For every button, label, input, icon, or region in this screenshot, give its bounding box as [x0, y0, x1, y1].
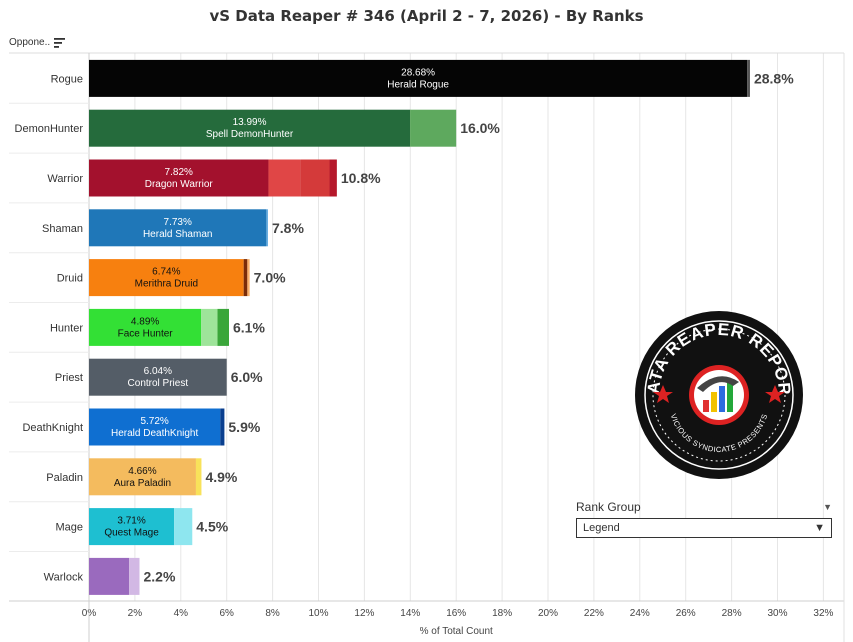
category-label: Paladin [46, 472, 83, 484]
bar-segment [129, 557, 140, 595]
opponent-sort-header[interactable]: Oppone.. [9, 37, 66, 48]
total-value-label: 4.9% [205, 469, 237, 485]
total-value-label: 10.8% [341, 170, 381, 186]
category-label: Warlock [44, 571, 84, 583]
rank-group-menu-icon[interactable]: ▼ [823, 502, 832, 512]
category-label: Mage [55, 522, 83, 534]
bar-segment [89, 308, 202, 346]
segment-archetype-label: Dragon Warrior [145, 179, 214, 190]
category-label: Warrior [47, 173, 83, 185]
bar-segment [410, 109, 457, 147]
bar-segment [89, 358, 227, 396]
bar-segment [89, 557, 130, 595]
segment-archetype-label: Herald Rogue [387, 79, 449, 90]
bar-segment [747, 59, 750, 97]
x-tick-label: 22% [584, 608, 604, 619]
x-tick-label: 24% [630, 608, 650, 619]
x-tick-label: 20% [538, 608, 558, 619]
segment-percent-label: 6.74% [152, 267, 180, 278]
bar-segment [195, 458, 202, 496]
segment-percent-label: 28.68% [401, 67, 435, 78]
bar-segment [89, 508, 175, 546]
segment-archetype-label: Herald DeathKnight [111, 428, 198, 439]
segment-archetype-label: Aura Paladin [114, 478, 171, 489]
bar-segment [89, 209, 267, 247]
segment-percent-label: 6.04% [144, 366, 172, 377]
x-tick-label: 4% [174, 608, 189, 619]
x-axis-title: % of Total Count [420, 626, 493, 637]
bar-segment [300, 159, 330, 197]
segment-percent-label: 3.71% [117, 516, 145, 527]
bar-segment [217, 308, 229, 346]
opponent-header-label: Oppone.. [9, 37, 51, 48]
rank-group-title: Rank Group [576, 500, 641, 514]
x-tick-label: 10% [308, 608, 328, 619]
bar-segment [89, 59, 748, 97]
total-value-label: 7.8% [272, 220, 304, 236]
total-value-label: 7.0% [254, 270, 286, 286]
category-label: Hunter [50, 322, 83, 334]
x-tick-label: 32% [813, 608, 833, 619]
category-label: DemonHunter [15, 123, 84, 135]
rank-group-select[interactable]: Legend ▼ [576, 518, 832, 538]
sort-icon[interactable] [54, 37, 66, 48]
total-value-label: 4.5% [196, 519, 228, 535]
segment-archetype-label: Merithra Druid [135, 279, 198, 290]
x-tick-label: 18% [492, 608, 512, 619]
category-label: DeathKnight [22, 422, 83, 434]
total-value-label: 6.0% [231, 369, 263, 385]
x-tick-label: 28% [722, 608, 742, 619]
segment-percent-label: 7.82% [165, 167, 193, 178]
bar-segment [268, 159, 301, 197]
bar-segment [329, 159, 337, 197]
total-value-label: 5.9% [228, 419, 260, 435]
total-value-label: 16.0% [460, 120, 500, 136]
bar-segment [220, 408, 225, 446]
segment-percent-label: 7.73% [164, 217, 192, 228]
bar-segment [89, 408, 221, 446]
total-value-label: 28.8% [754, 70, 794, 86]
segment-archetype-label: Quest Mage [104, 528, 159, 539]
x-tick-label: 12% [354, 608, 374, 619]
segment-percent-label: 4.66% [128, 466, 156, 477]
rank-group-filter: Rank Group ▼ Legend ▼ [576, 500, 832, 538]
category-label: Priest [55, 372, 83, 384]
segment-archetype-label: Spell DemonHunter [206, 129, 294, 140]
total-value-label: 6.1% [233, 319, 265, 335]
category-label: Druid [57, 273, 83, 285]
total-value-label: 2.2% [143, 568, 175, 584]
bar-segment [247, 259, 250, 297]
rank-group-selected: Legend [583, 522, 620, 534]
chart-title: vS Data Reaper # 346 (April 2 - 7, 2026)… [209, 7, 644, 25]
bar-segment [201, 308, 218, 346]
bar-segment [89, 109, 411, 147]
bar-segment [89, 458, 196, 496]
category-label: Rogue [51, 73, 83, 85]
x-tick-label: 14% [400, 608, 420, 619]
data-reaper-logo: DATA REAPER REPORT VICIOUS SYNDICATE PRE… [626, 295, 805, 480]
x-tick-label: 26% [676, 608, 696, 619]
segment-archetype-label: Control Priest [128, 378, 189, 389]
x-tick-label: 2% [128, 608, 143, 619]
x-tick-label: 30% [767, 608, 787, 619]
chevron-down-icon: ▼ [814, 522, 825, 534]
x-tick-label: 6% [219, 608, 234, 619]
category-label: Shaman [42, 223, 83, 235]
segment-archetype-label: Herald Shaman [143, 229, 212, 240]
bar-segment [174, 508, 193, 546]
segment-percent-label: 5.72% [140, 416, 168, 427]
segment-archetype-label: Face Hunter [118, 328, 174, 339]
x-tick-label: 16% [446, 608, 466, 619]
bar-segment [243, 259, 248, 297]
x-tick-label: 8% [265, 608, 280, 619]
bar-segment [266, 209, 269, 247]
bar-segment [89, 159, 269, 197]
bar-segment [89, 259, 244, 297]
segment-percent-label: 4.89% [131, 316, 159, 327]
segment-percent-label: 13.99% [233, 117, 267, 128]
